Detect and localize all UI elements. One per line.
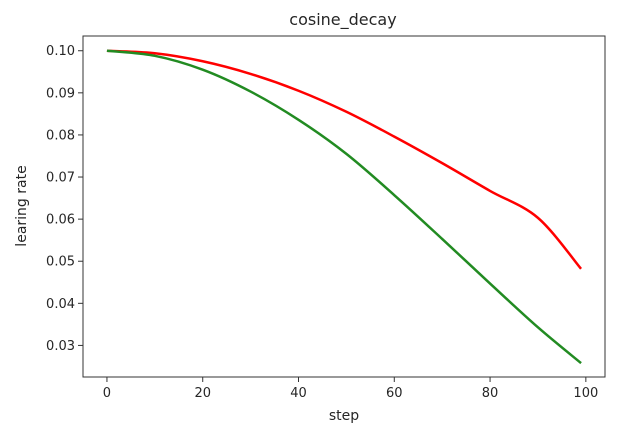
chart-title: cosine_decay [289,10,396,30]
y-tick-label: 0.09 [46,86,75,101]
x-tick-label: 100 [573,386,598,401]
x-tick-label: 60 [386,386,403,401]
y-tick-label: 0.08 [46,128,75,143]
x-axis-label: step [329,408,359,424]
y-axis: 0.03 0.04 0.05 0.06 0.07 0.08 0.09 0.10 [46,44,83,354]
y-axis-label: learing rate [14,165,30,246]
plot-frame [82,35,606,378]
y-tick-label: 0.10 [46,44,75,59]
x-axis: 0 20 40 60 80 100 [103,377,598,401]
series-line-2 [106,49,582,365]
series-line-1 [106,49,583,270]
y-tick-label: 0.04 [46,297,75,312]
x-tick-label: 40 [290,386,307,401]
y-tick-label: 0.03 [46,339,75,354]
y-tick-label: 0.05 [46,255,75,270]
plot-area [106,49,583,365]
x-tick-label: 0 [103,386,111,401]
x-tick-label: 80 [482,386,499,401]
y-tick-label: 0.07 [46,171,75,186]
x-tick-label: 20 [194,386,211,401]
y-tick-label: 0.06 [46,213,75,228]
